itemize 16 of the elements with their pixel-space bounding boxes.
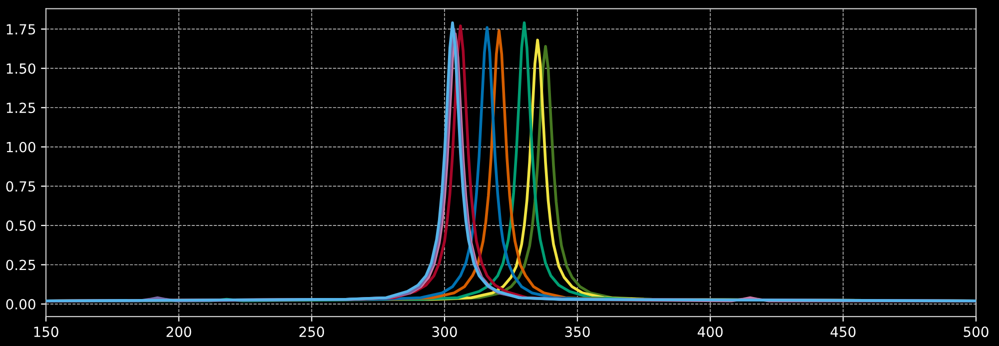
x-tick-label: 450 <box>830 326 856 338</box>
x-tick-label: 150 <box>34 326 58 338</box>
x-tick-label: 300 <box>432 326 457 338</box>
y-tick-label: 1.25 <box>6 102 36 114</box>
x-tick-label: 200 <box>166 326 192 338</box>
x-tick-label: 250 <box>299 326 324 338</box>
y-tick-label: 0.75 <box>6 181 36 192</box>
y-tick-label: 0.50 <box>6 220 36 231</box>
y-tick-label: 1.50 <box>6 63 36 74</box>
y-tick-label: 1.75 <box>6 24 36 35</box>
y-tick-label: 0.25 <box>6 260 36 270</box>
y-tick-label: 0.00 <box>6 298 36 310</box>
x-tick-label: 400 <box>698 326 723 338</box>
x-tick-label: 350 <box>565 326 590 338</box>
y-tick-label: 1.00 <box>6 142 36 152</box>
x-tick-label: 500 <box>964 326 988 338</box>
